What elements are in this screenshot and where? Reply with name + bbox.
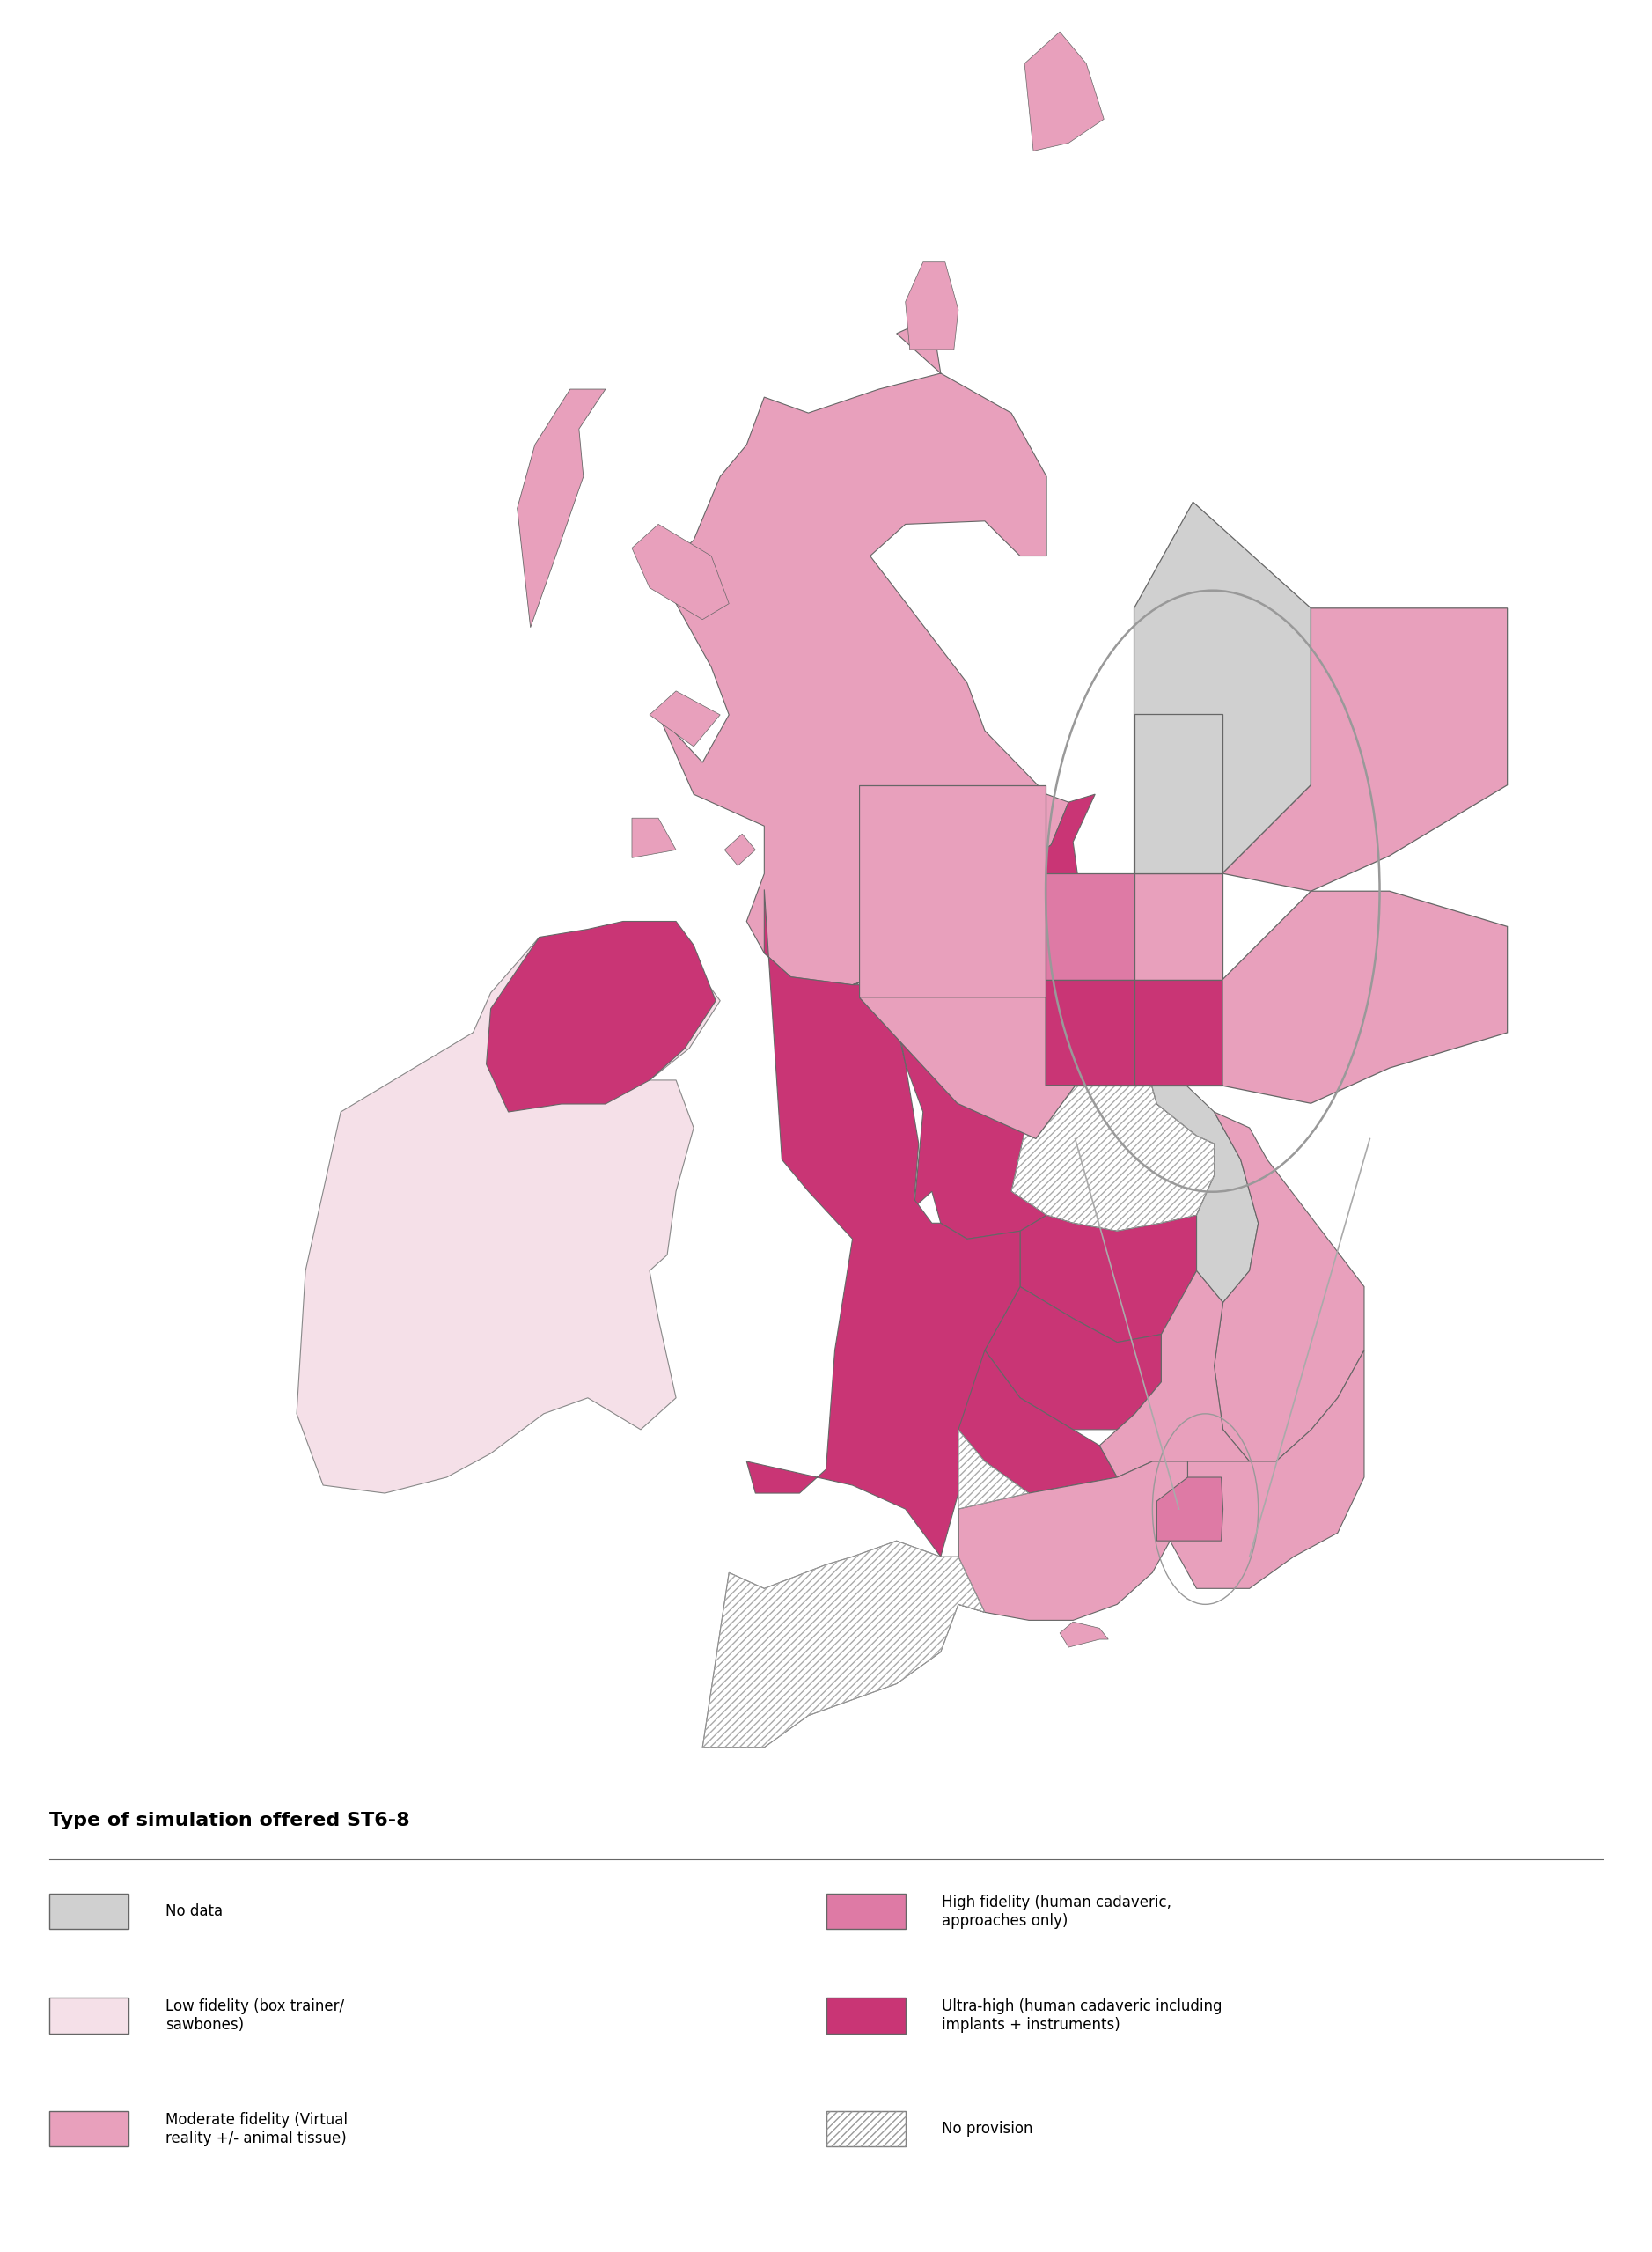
FancyBboxPatch shape — [50, 1998, 129, 2034]
Polygon shape — [722, 0, 1173, 342]
Polygon shape — [859, 998, 1075, 1140]
Polygon shape — [1214, 1112, 1365, 1462]
Polygon shape — [297, 930, 720, 1493]
Polygon shape — [1011, 1040, 1214, 1232]
Polygon shape — [1024, 32, 1104, 151]
Polygon shape — [1046, 874, 1133, 980]
FancyBboxPatch shape — [826, 1998, 905, 2034]
Polygon shape — [1133, 714, 1222, 874]
Polygon shape — [517, 390, 605, 628]
Polygon shape — [747, 890, 1019, 1556]
FancyBboxPatch shape — [50, 1894, 129, 1930]
FancyBboxPatch shape — [826, 1894, 905, 1930]
Text: No data: No data — [165, 1903, 223, 1919]
Text: Type of simulation offered ST6-8: Type of simulation offered ST6-8 — [50, 1813, 410, 1831]
Text: High fidelity (human cadaveric,
approaches only): High fidelity (human cadaveric, approach… — [942, 1894, 1171, 1928]
Text: No provision: No provision — [942, 2121, 1032, 2137]
Polygon shape — [1006, 0, 1272, 502]
Polygon shape — [985, 1286, 1161, 1430]
FancyBboxPatch shape — [826, 2112, 905, 2146]
Text: Moderate fidelity (Virtual
reality +/- animal tissue): Moderate fidelity (Virtual reality +/- a… — [165, 2112, 347, 2146]
Polygon shape — [1019, 1216, 1196, 1342]
Polygon shape — [659, 318, 1069, 984]
Polygon shape — [1170, 1351, 1365, 1588]
Text: Ultra-high (human cadaveric including
implants + instruments): Ultra-high (human cadaveric including im… — [942, 1998, 1222, 2034]
Polygon shape — [702, 1430, 1029, 1748]
Polygon shape — [633, 525, 729, 619]
Polygon shape — [958, 1462, 1188, 1619]
Polygon shape — [649, 691, 720, 748]
Polygon shape — [852, 946, 1047, 1239]
Polygon shape — [905, 261, 958, 349]
FancyBboxPatch shape — [50, 2112, 129, 2146]
Polygon shape — [1133, 502, 1312, 874]
Polygon shape — [1140, 1040, 1259, 1302]
Text: Low fidelity (box trainer/
sawbones): Low fidelity (box trainer/ sawbones) — [165, 1998, 344, 2034]
Polygon shape — [1133, 980, 1222, 1085]
Polygon shape — [633, 817, 676, 858]
Polygon shape — [1100, 1270, 1249, 1477]
Polygon shape — [1061, 1621, 1108, 1646]
Polygon shape — [859, 786, 1046, 998]
Polygon shape — [1046, 892, 1507, 1103]
Polygon shape — [1222, 608, 1507, 892]
Polygon shape — [1046, 980, 1133, 1085]
Polygon shape — [1156, 1477, 1222, 1540]
Polygon shape — [725, 833, 755, 865]
Polygon shape — [958, 1351, 1117, 1493]
Polygon shape — [970, 795, 1140, 1065]
Polygon shape — [1133, 874, 1222, 980]
Polygon shape — [486, 921, 715, 1112]
